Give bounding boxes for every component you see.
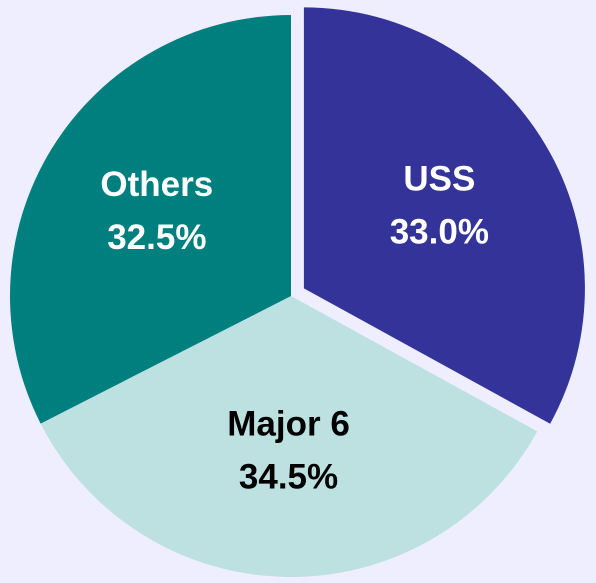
slice-label: Others — [100, 165, 213, 204]
slice-value-label: 33.0% — [390, 213, 489, 252]
pie-slice — [10, 14, 291, 424]
slice-value-label: 32.5% — [107, 218, 206, 257]
slice-label: Major 6 — [227, 405, 350, 444]
pie-slice — [40, 296, 538, 577]
slice-label: USS — [403, 160, 475, 199]
pie-slice — [303, 7, 585, 424]
slice-value-label: 34.5% — [239, 458, 338, 497]
